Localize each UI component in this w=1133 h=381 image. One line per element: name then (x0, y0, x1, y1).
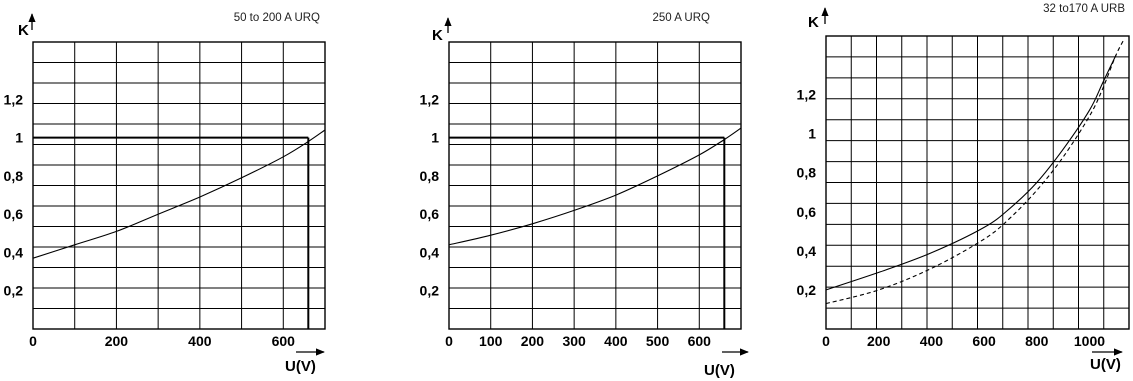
y-tick-label: 0,6 (420, 206, 440, 222)
x-tick-label: 1000 (1074, 333, 1105, 349)
chart-2: 0,2 0,4 0,6 0,8 1 1,2 0 100 200 300 400 500 600 K U(V)… (420, 12, 749, 379)
x-tick-label: 0 (822, 333, 830, 349)
y-tick-label: 0,2 (797, 282, 817, 298)
chart-title: 250 A URQ (652, 12, 710, 24)
y-tick-label: 0,4 (420, 244, 440, 260)
y-tick-label: 0,8 (420, 168, 440, 184)
y-tick-label: 0,4 (797, 243, 817, 259)
y-tick-label: 1,2 (797, 87, 817, 103)
x-axis-label: U(V) (704, 362, 735, 379)
y-tick-label: 0,8 (4, 168, 24, 184)
y-tick-label: 1 (808, 126, 816, 142)
series-line-dashed (825, 39, 1125, 305)
y-tick-label: 0,2 (4, 283, 24, 299)
x-tick-label: 0 (29, 333, 37, 349)
chart-title: 50 to 200 A URQ (234, 12, 320, 24)
x-tick-label: 400 (920, 333, 944, 349)
x-tick-label: 100 (479, 333, 503, 349)
x-axis-label: U(V) (1090, 356, 1121, 373)
chart-3: 0,2 0,4 0,6 0,8 1 1,2 0 200 400 600 800 1000 K U(V) 32… (797, 3, 1130, 373)
y-tick-label: 0,2 (420, 283, 440, 299)
x-tick-label: 800 (1025, 333, 1049, 349)
series-line (448, 127, 742, 246)
y-tick-label: 0,6 (4, 206, 24, 222)
y-axis-label: K (808, 14, 819, 31)
y-tick-label: 0,4 (4, 244, 24, 260)
x-tick-label: 400 (604, 333, 628, 349)
x-tick-label: 0 (445, 333, 453, 349)
y-axis-label: K (432, 27, 443, 44)
series-line (825, 55, 1117, 291)
x-tick-label: 600 (972, 333, 996, 349)
x-tick-label: 200 (867, 333, 891, 349)
y-tick-label: 1,2 (4, 91, 24, 107)
x-tick-label: 600 (272, 333, 296, 349)
plot-frame (448, 41, 742, 330)
series-line (32, 129, 326, 259)
chart-title: 32 to170 A URB (1043, 3, 1125, 15)
x-tick-label: 200 (105, 333, 129, 349)
x-tick-label: 600 (688, 333, 712, 349)
plot-frame (825, 35, 1130, 330)
y-tick-label: 1,2 (420, 91, 440, 107)
x-tick-label: 300 (562, 333, 586, 349)
x-axis-label: U(V) (285, 358, 316, 375)
y-tick-label: 1 (15, 130, 23, 146)
y-tick-label: 1 (431, 130, 439, 146)
y-tick-label: 0,6 (797, 204, 817, 220)
x-tick-label: 500 (646, 333, 670, 349)
x-tick-label: 200 (521, 333, 545, 349)
chart-1: 0,2 0,4 0,6 0,8 1 1,2 0 200 400 600 K U(V) 50 to 200… (4, 12, 326, 375)
y-axis-label: K (18, 22, 29, 39)
x-tick-label: 400 (188, 333, 212, 349)
plot-frame (32, 41, 326, 330)
y-tick-label: 0,8 (797, 165, 817, 181)
